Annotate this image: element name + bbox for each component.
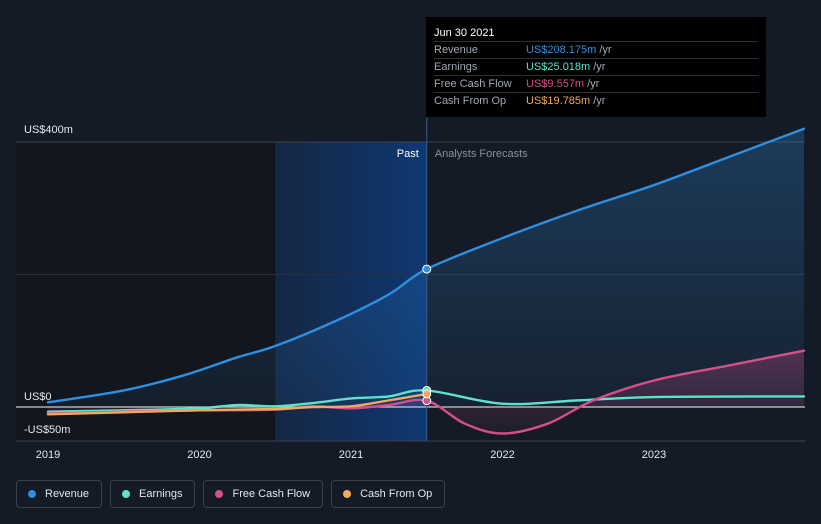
tooltip-unit: /yr [593, 95, 606, 107]
legend: Revenue Earnings Free Cash Flow Cash Fro… [16, 480, 446, 510]
series-line-revenue [46, 127, 806, 404]
x-tick-label: 2022 [490, 449, 514, 461]
tooltip-label: Free Cash Flow [434, 78, 512, 90]
tooltip-label: Cash From Op [434, 95, 507, 107]
tooltip-value: US$19.785m [526, 95, 591, 107]
legend-item-cash-from-op[interactable]: Cash From Op [331, 480, 446, 508]
tooltip-row-free-cash-flow: Free Cash Flow US$9.557m /yr [434, 75, 758, 92]
tooltip-value: US$25.018m [526, 61, 591, 73]
tooltip-label: Earnings [434, 61, 478, 73]
tooltip-unit: /yr [599, 44, 612, 56]
tooltip-value: US$208.175m [526, 44, 597, 56]
tooltip-row-earnings: Earnings US$25.018m /yr [434, 58, 758, 75]
legend-item-free-cash-flow[interactable]: Free Cash Flow [203, 480, 324, 508]
legend-label: Revenue [45, 488, 90, 500]
y-label-zero: US$0 [24, 391, 52, 403]
x-tick-label: 2021 [339, 449, 363, 461]
tooltip-unit: /yr [593, 61, 606, 73]
y-label-top: US$400m [24, 124, 73, 136]
tooltip-label: Revenue [434, 44, 479, 56]
marker-revenue [422, 264, 432, 274]
x-tick-label: 2023 [642, 449, 666, 461]
marker-cash-from-op [422, 389, 432, 399]
legend-label: Earnings [139, 488, 183, 500]
forecast-label: Analysts Forecasts [435, 148, 528, 160]
legend-dot-icon [122, 490, 131, 498]
y-label-bottom: -US$50m [24, 424, 70, 436]
legend-dot-icon [28, 490, 36, 498]
tooltip-unit: /yr [587, 78, 600, 90]
legend-item-revenue[interactable]: Revenue [16, 480, 103, 508]
legend-label: Cash From Op [360, 488, 433, 500]
legend-dot-icon [215, 490, 224, 498]
series-area-free-cash-flow [48, 350, 804, 434]
legend-item-earnings[interactable]: Earnings [110, 480, 196, 508]
legend-dot-icon [343, 490, 352, 498]
x-tick-label: 2019 [36, 449, 60, 461]
series-line-earnings [46, 389, 806, 413]
tooltip-row-revenue: Revenue US$208.175m /yr [434, 41, 758, 58]
series-line-cash-from-op [46, 392, 428, 416]
legend-label: Free Cash Flow [232, 488, 311, 500]
tooltip: Jun 30 2021 Revenue US$208.175m /yr Earn… [426, 17, 766, 117]
past-label: Past [397, 148, 419, 160]
x-tick-label: 2020 [187, 449, 211, 461]
tooltip-row-cash-from-op: Cash From Op US$19.785m /yr [434, 92, 758, 109]
tooltip-value: US$9.557m [526, 78, 585, 90]
tooltip-date: Jun 30 2021 [434, 27, 495, 39]
